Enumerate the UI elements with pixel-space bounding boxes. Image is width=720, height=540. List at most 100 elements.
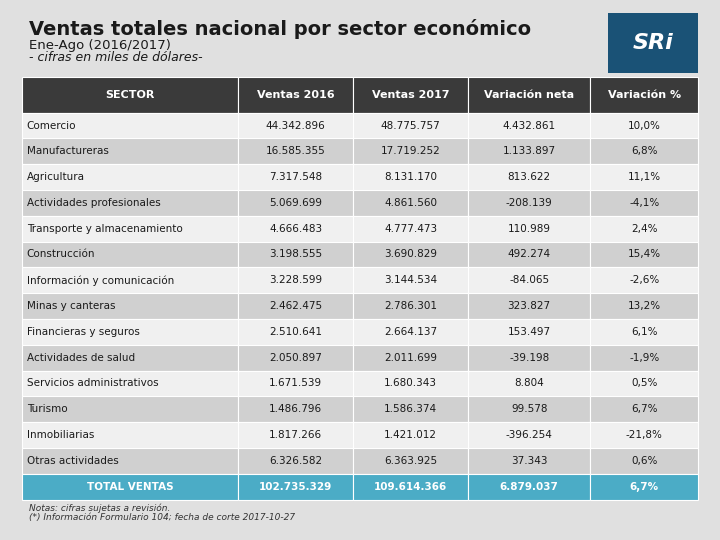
Text: 3.690.829: 3.690.829: [384, 249, 437, 260]
Text: -21,8%: -21,8%: [626, 430, 662, 440]
Bar: [354, 448, 468, 474]
Text: 2,4%: 2,4%: [631, 224, 657, 234]
Bar: [22, 293, 238, 319]
Text: -208.139: -208.139: [506, 198, 552, 208]
Text: 2.462.475: 2.462.475: [269, 301, 323, 311]
Bar: [590, 293, 698, 319]
Bar: [238, 370, 354, 396]
Text: 6.363.925: 6.363.925: [384, 456, 437, 466]
Bar: [354, 345, 468, 370]
Text: 2.786.301: 2.786.301: [384, 301, 437, 311]
Text: 6,8%: 6,8%: [631, 146, 657, 156]
Bar: [238, 216, 354, 241]
Text: 6,1%: 6,1%: [631, 327, 657, 337]
Text: TOTAL VENTAS: TOTAL VENTAS: [86, 482, 174, 491]
Bar: [590, 448, 698, 474]
Bar: [590, 370, 698, 396]
Text: 3.228.599: 3.228.599: [269, 275, 323, 285]
Bar: [238, 474, 354, 500]
Bar: [22, 370, 238, 396]
Text: 6.326.582: 6.326.582: [269, 456, 323, 466]
Bar: [468, 448, 590, 474]
Bar: [22, 164, 238, 190]
Text: -1,9%: -1,9%: [629, 353, 660, 363]
Bar: [590, 190, 698, 216]
Text: 2.664.137: 2.664.137: [384, 327, 437, 337]
Text: 4.861.560: 4.861.560: [384, 198, 437, 208]
Bar: [590, 77, 698, 113]
Text: 5.069.699: 5.069.699: [269, 198, 323, 208]
Text: Inmobiliarias: Inmobiliarias: [27, 430, 94, 440]
Text: 13,2%: 13,2%: [628, 301, 661, 311]
Bar: [590, 267, 698, 293]
Text: 109.614.366: 109.614.366: [374, 482, 447, 491]
Bar: [468, 77, 590, 113]
Text: Agricultura: Agricultura: [27, 172, 85, 182]
Bar: [590, 422, 698, 448]
Text: 8.131.170: 8.131.170: [384, 172, 437, 182]
Text: Actividades de salud: Actividades de salud: [27, 353, 135, 363]
Bar: [354, 216, 468, 241]
Text: Ventas 2016: Ventas 2016: [257, 90, 335, 100]
Text: 10,0%: 10,0%: [628, 120, 661, 131]
Bar: [354, 370, 468, 396]
Bar: [354, 293, 468, 319]
Text: - cifras en miles de dólares-: - cifras en miles de dólares-: [29, 51, 202, 64]
Bar: [22, 396, 238, 422]
Bar: [590, 474, 698, 500]
Bar: [590, 241, 698, 267]
Bar: [22, 267, 238, 293]
Bar: [354, 474, 468, 500]
Text: 4.432.861: 4.432.861: [503, 120, 556, 131]
Text: -396.254: -396.254: [505, 430, 553, 440]
Text: 4.777.473: 4.777.473: [384, 224, 437, 234]
Text: 16.585.355: 16.585.355: [266, 146, 325, 156]
Text: 44.342.896: 44.342.896: [266, 120, 325, 131]
Bar: [590, 319, 698, 345]
Bar: [354, 241, 468, 267]
Bar: [468, 396, 590, 422]
Bar: [238, 190, 354, 216]
Bar: [468, 190, 590, 216]
Bar: [590, 164, 698, 190]
Bar: [354, 164, 468, 190]
Bar: [238, 396, 354, 422]
Text: Información y comunicación: Información y comunicación: [27, 275, 174, 286]
Text: 492.274: 492.274: [508, 249, 551, 260]
Bar: [354, 267, 468, 293]
Text: 1.817.266: 1.817.266: [269, 430, 323, 440]
Bar: [468, 216, 590, 241]
Bar: [22, 448, 238, 474]
Bar: [354, 319, 468, 345]
Bar: [22, 422, 238, 448]
Text: 4.666.483: 4.666.483: [269, 224, 323, 234]
Text: Servicios administrativos: Servicios administrativos: [27, 379, 158, 388]
Text: 0,6%: 0,6%: [631, 456, 657, 466]
Bar: [608, 14, 698, 73]
Bar: [468, 293, 590, 319]
Bar: [590, 345, 698, 370]
Bar: [238, 422, 354, 448]
Text: Variación neta: Variación neta: [484, 90, 575, 100]
Bar: [354, 190, 468, 216]
Text: Actividades profesionales: Actividades profesionales: [27, 198, 161, 208]
Text: (*) Información Formulario 104; fecha de corte 2017-10-27: (*) Información Formulario 104; fecha de…: [29, 513, 295, 522]
Text: 813.622: 813.622: [508, 172, 551, 182]
Bar: [22, 216, 238, 241]
Text: 37.343: 37.343: [511, 456, 547, 466]
Text: 48.775.757: 48.775.757: [381, 120, 441, 131]
Bar: [238, 113, 354, 138]
Text: 3.144.534: 3.144.534: [384, 275, 437, 285]
Bar: [238, 293, 354, 319]
Text: 2.050.897: 2.050.897: [269, 353, 322, 363]
Bar: [468, 164, 590, 190]
Bar: [22, 319, 238, 345]
Text: 0,5%: 0,5%: [631, 379, 657, 388]
Text: Manufactureras: Manufactureras: [27, 146, 109, 156]
Text: 153.497: 153.497: [508, 327, 551, 337]
Text: 1.486.796: 1.486.796: [269, 404, 323, 414]
Text: 323.827: 323.827: [508, 301, 551, 311]
Bar: [468, 422, 590, 448]
Bar: [468, 319, 590, 345]
Text: Transporte y almacenamiento: Transporte y almacenamiento: [27, 224, 182, 234]
